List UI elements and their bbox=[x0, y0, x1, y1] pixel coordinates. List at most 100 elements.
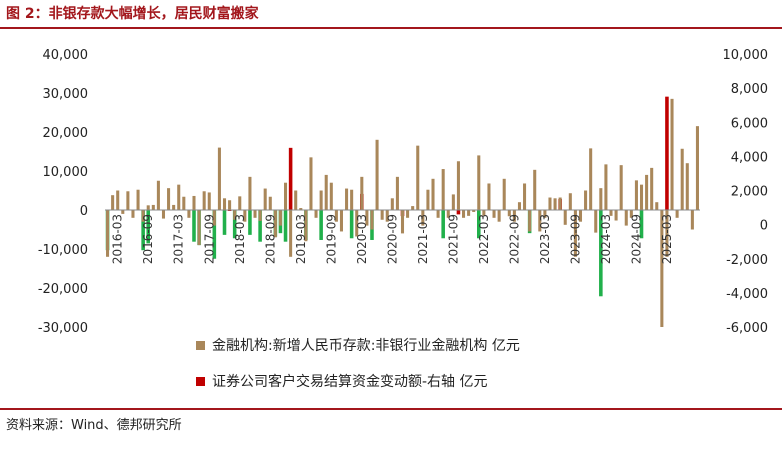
x-tick-label: 2019-09 bbox=[324, 214, 338, 264]
legend-label-settlement: 证券公司客户交易结算资金变动额-右轴 亿元 bbox=[212, 373, 488, 390]
nonbank-deposit-bar bbox=[131, 210, 135, 218]
securities-settlement-bar bbox=[212, 210, 217, 259]
nonbank-deposit-bar bbox=[594, 210, 598, 233]
bar-chart: -30,000 -20,000 -10,000 0 10,000 20,000 30,000… bbox=[38, 48, 769, 390]
x-tick-label: 2022-09 bbox=[507, 214, 521, 264]
nonbank-deposit-bar bbox=[289, 210, 293, 257]
securities-settlement-bar bbox=[222, 210, 227, 235]
securities-settlement-bar bbox=[288, 147, 293, 210]
nonbank-deposit-bar bbox=[517, 202, 521, 210]
securities-settlement-bar bbox=[665, 96, 669, 210]
nonbank-deposit-bar bbox=[639, 184, 644, 210]
nonbank-deposit-bar bbox=[665, 210, 669, 257]
x-tick-label: 2023-03 bbox=[538, 214, 552, 264]
left-tick-label: 30,000 bbox=[43, 87, 89, 102]
x-tick-label: 2024-03 bbox=[599, 214, 613, 264]
x-tick-label: 2020-03 bbox=[355, 214, 369, 264]
nonbank-deposit-bar bbox=[441, 169, 445, 210]
nonbank-deposit-bar bbox=[558, 197, 562, 210]
nonbank-deposit-bar bbox=[400, 210, 405, 234]
left-y-axis: -30,000 -20,000 -10,000 0 10,000 20,000 30,000… bbox=[38, 48, 88, 336]
nonbank-deposit-bar bbox=[329, 182, 333, 210]
securities-settlement-bar bbox=[456, 210, 461, 215]
nonbank-deposit-bar bbox=[538, 210, 542, 232]
securities-settlement-bar bbox=[599, 210, 603, 297]
securities-settlement-bar bbox=[349, 210, 354, 239]
nonbank-deposit-bar bbox=[431, 178, 435, 210]
securities-settlement-bar bbox=[141, 210, 145, 251]
nonbank-deposit-bar bbox=[222, 198, 227, 210]
nonbank-deposit-bar bbox=[324, 174, 328, 210]
figure-title: 图 2：非银存款大幅增长，居民财富搬家 bbox=[6, 6, 259, 22]
nonbank-deposit-bar bbox=[477, 155, 481, 210]
nonbank-deposit-bar bbox=[141, 210, 145, 222]
nonbank-deposit-bar bbox=[319, 190, 323, 210]
x-tick-label: 2020-09 bbox=[385, 214, 399, 264]
nonbank-deposit-bar bbox=[502, 178, 506, 210]
nonbank-deposit-bar bbox=[299, 208, 303, 210]
nonbank-deposit-bar bbox=[568, 193, 572, 210]
nonbank-deposit-bar bbox=[675, 210, 679, 218]
nonbank-deposit-bar bbox=[136, 189, 140, 210]
nonbank-deposit-bar bbox=[197, 210, 201, 246]
series-nonbank-deposit-bars bbox=[106, 98, 699, 327]
nonbank-deposit-bar bbox=[624, 210, 628, 226]
securities-settlement-bar bbox=[639, 210, 644, 239]
securities-settlement-bar bbox=[477, 210, 481, 239]
securities-settlement-bar bbox=[232, 210, 237, 239]
source-note: 资料来源：Wind、德邦研究所 bbox=[6, 418, 182, 433]
x-tick-label: 2019-03 bbox=[294, 214, 308, 264]
x-tick-label: 2017-09 bbox=[202, 214, 216, 264]
nonbank-deposit-bar bbox=[492, 210, 496, 218]
left-tick-label: 40,000 bbox=[43, 48, 89, 63]
nonbank-deposit-bar bbox=[451, 194, 455, 210]
legend: 金融机构:新增人民币存款:非银行业金融机构 亿元证券公司客户交易结算资金变动额-… bbox=[196, 338, 520, 390]
nonbank-deposit-bar bbox=[355, 210, 359, 237]
nonbank-deposit-bar bbox=[670, 98, 674, 210]
x-tick-label: 2024-09 bbox=[629, 214, 643, 264]
nonbank-deposit-bar bbox=[187, 210, 191, 218]
nonbank-deposit-bar bbox=[406, 210, 410, 218]
securities-settlement-bar bbox=[192, 210, 196, 242]
nonbank-deposit-bar bbox=[507, 210, 511, 217]
nonbank-deposit-bar bbox=[294, 190, 298, 210]
nonbank-deposit-bar bbox=[578, 210, 583, 222]
nonbank-deposit-bar bbox=[258, 210, 262, 221]
nonbank-deposit-bar bbox=[482, 210, 486, 216]
nonbank-deposit-bar bbox=[360, 176, 364, 210]
nonbank-deposit-bar bbox=[472, 210, 476, 212]
nonbank-deposit-bar bbox=[273, 210, 277, 238]
nonbank-deposit-bar bbox=[416, 145, 420, 210]
nonbank-deposit-bar bbox=[690, 210, 694, 230]
footer-rule bbox=[0, 408, 782, 410]
right-tick-label: 4,000 bbox=[731, 150, 768, 165]
right-y-axis: -6,000 -4,000 -2,000 0 2,000 4,000 6,000 8,000 1… bbox=[723, 48, 769, 336]
nonbank-deposit-bar bbox=[304, 210, 308, 242]
nonbank-deposit-bar bbox=[446, 210, 450, 218]
nonbank-deposit-bar bbox=[253, 210, 257, 218]
nonbank-deposit-bar bbox=[268, 196, 272, 210]
nonbank-deposit-bar bbox=[375, 139, 379, 210]
nonbank-deposit-bar bbox=[390, 198, 394, 210]
right-tick-label: 6,000 bbox=[731, 116, 768, 131]
securities-settlement-bar bbox=[248, 210, 252, 235]
nonbank-deposit-bar bbox=[680, 148, 684, 210]
nonbank-deposit-bar bbox=[156, 180, 160, 210]
nonbank-deposit-bar bbox=[365, 210, 369, 226]
nonbank-deposit-bar bbox=[284, 182, 288, 210]
nonbank-deposit-bar bbox=[380, 210, 384, 220]
nonbank-deposit-bar bbox=[614, 210, 618, 221]
nonbank-deposit-bar bbox=[456, 161, 460, 210]
x-axis-labels: 2016-03 2016-09 2017-03 2017-09 2018-03 2018-… bbox=[111, 214, 674, 264]
nonbank-deposit-bar bbox=[243, 210, 247, 222]
securities-settlement-bar bbox=[441, 210, 445, 239]
x-tick-label: 2016-03 bbox=[111, 214, 125, 264]
nonbank-deposit-bar bbox=[584, 190, 588, 210]
nonbank-deposit-bar bbox=[395, 176, 399, 210]
x-tick-label: 2017-03 bbox=[172, 214, 186, 264]
nonbank-deposit-bar bbox=[334, 210, 338, 222]
nonbank-deposit-bar bbox=[563, 210, 567, 225]
x-tick-label: 2016-09 bbox=[141, 214, 155, 264]
nonbank-deposit-bar bbox=[111, 195, 115, 210]
nonbank-deposit-bar bbox=[533, 169, 537, 210]
